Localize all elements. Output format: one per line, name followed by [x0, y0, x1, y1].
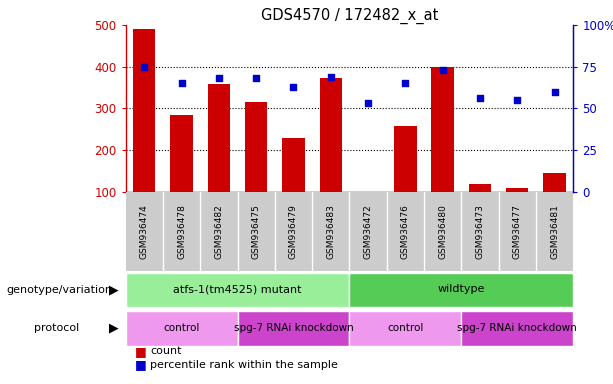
Text: spg-7 RNAi knockdown: spg-7 RNAi knockdown [234, 323, 353, 333]
Point [289, 84, 299, 90]
Bar [543, 173, 566, 192]
Point [326, 74, 336, 80]
Bar [319, 78, 342, 192]
Bar [349, 311, 462, 346]
Bar [394, 126, 417, 192]
Point [475, 95, 485, 101]
Text: GSM936481: GSM936481 [550, 204, 559, 259]
Text: wildtype: wildtype [438, 284, 485, 294]
Bar [506, 188, 528, 192]
Text: genotype/variation: genotype/variation [6, 285, 112, 295]
Text: percentile rank within the sample: percentile rank within the sample [150, 360, 338, 370]
Text: GSM936477: GSM936477 [512, 204, 522, 259]
Point [363, 100, 373, 106]
Point [177, 80, 186, 86]
Bar [432, 67, 454, 192]
Bar [349, 273, 573, 307]
Bar [170, 115, 192, 192]
Text: spg-7 RNAi knockdown: spg-7 RNAi knockdown [457, 323, 577, 333]
Text: ▶: ▶ [109, 322, 118, 335]
Text: protocol: protocol [34, 323, 79, 333]
Point [214, 75, 224, 81]
Point [550, 89, 560, 95]
Point [251, 75, 261, 81]
Bar [469, 184, 491, 192]
Text: GSM936482: GSM936482 [215, 204, 223, 259]
Text: GSM936483: GSM936483 [326, 204, 335, 259]
Bar [245, 102, 267, 192]
Bar [283, 138, 305, 192]
Text: GSM936480: GSM936480 [438, 204, 447, 259]
Text: count: count [150, 346, 181, 356]
Point [512, 97, 522, 103]
Bar [208, 84, 230, 192]
Bar [126, 311, 238, 346]
Text: GSM936476: GSM936476 [401, 204, 410, 259]
Text: ▶: ▶ [109, 283, 118, 296]
Text: GSM936474: GSM936474 [140, 204, 149, 259]
Bar [462, 311, 573, 346]
Text: GSM936473: GSM936473 [476, 204, 484, 259]
Text: GSM936475: GSM936475 [252, 204, 261, 259]
Text: ■: ■ [135, 358, 147, 371]
Bar [238, 311, 349, 346]
Text: control: control [387, 323, 424, 333]
Text: atfs-1(tm4525) mutant: atfs-1(tm4525) mutant [173, 284, 302, 294]
Bar [126, 273, 349, 307]
Text: GSM936479: GSM936479 [289, 204, 298, 259]
Text: GSM936478: GSM936478 [177, 204, 186, 259]
Point [400, 80, 410, 86]
Text: GSM936472: GSM936472 [364, 204, 373, 259]
Point [438, 67, 447, 73]
Point [139, 64, 149, 70]
Text: ■: ■ [135, 345, 147, 358]
Title: GDS4570 / 172482_x_at: GDS4570 / 172482_x_at [261, 7, 438, 23]
Bar [133, 29, 156, 192]
Text: control: control [164, 323, 200, 333]
